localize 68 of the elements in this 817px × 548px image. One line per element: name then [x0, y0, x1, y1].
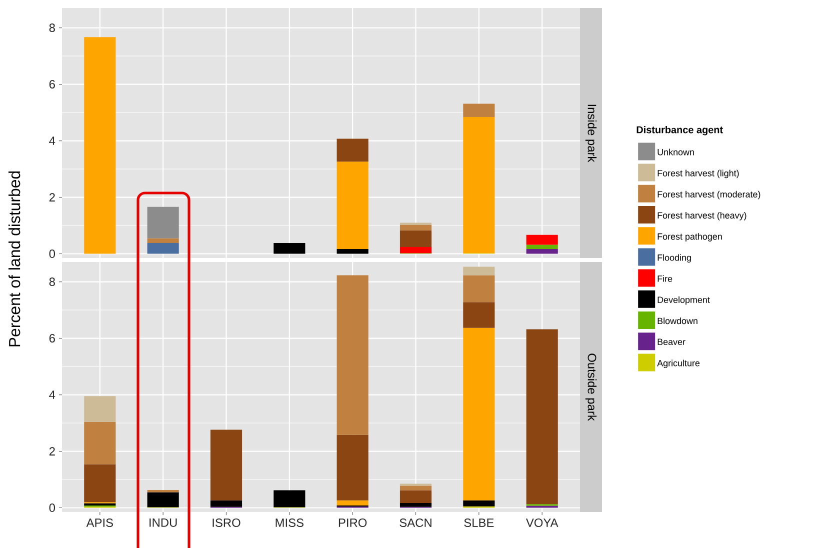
x-tick-label: SACN: [400, 518, 432, 527]
bar: [274, 243, 306, 254]
legend-label: Blowdown: [658, 317, 698, 324]
bar: [400, 486, 432, 490]
legend-label: Development: [658, 296, 710, 305]
bar: [147, 238, 179, 244]
y-tick-label: 6: [49, 334, 55, 342]
bar: [463, 117, 495, 254]
y-tick-label: 0: [49, 504, 56, 512]
bar: [336, 434, 368, 500]
bar: [463, 104, 495, 118]
bar: [400, 502, 432, 507]
bar: [274, 490, 306, 508]
bar: [526, 329, 558, 504]
bar: [526, 234, 558, 245]
bar: [210, 500, 242, 507]
text: Inside park: [585, 104, 597, 162]
bar: [336, 500, 368, 506]
bar: [400, 224, 432, 230]
bar: [400, 230, 432, 247]
bar: [336, 248, 368, 254]
y-tick-label: 4: [49, 390, 56, 399]
y-tick-label: 2: [49, 193, 55, 202]
legend-label: Beaver: [658, 338, 686, 346]
legend-title: Disturbance agent: [636, 126, 723, 136]
y-tick-label: 0: [49, 250, 56, 258]
bar: [147, 492, 179, 508]
x-tick-label: INDU: [150, 518, 177, 527]
legend-label: Flooding: [658, 254, 691, 263]
y-tick-label: 2: [49, 447, 55, 456]
legend-label: Forest harvest (moderate): [658, 190, 760, 200]
x-tick-label: MISS: [276, 518, 304, 527]
bar: [526, 248, 558, 254]
bar: [210, 430, 242, 500]
y-tick-label: 4: [49, 136, 56, 145]
legend-label: Unknown: [658, 148, 694, 156]
x-tick-label: SLBE: [464, 518, 494, 527]
bar: [400, 246, 432, 254]
bar: [463, 328, 495, 500]
legend-label: Forest harvest (heavy): [658, 212, 746, 220]
bar: [84, 464, 116, 502]
legend-label: Forest pathogen: [658, 233, 722, 242]
bar: [463, 266, 495, 276]
bar: [84, 396, 116, 422]
bar: [336, 275, 368, 435]
y-tick-label: 8: [49, 278, 55, 286]
bar: [526, 244, 558, 249]
x-tick-label: ISRO: [212, 518, 240, 527]
bar: [336, 138, 368, 162]
y-tick-label: 6: [49, 80, 55, 88]
bar: [147, 243, 179, 254]
legend-label: Agriculture: [657, 360, 700, 368]
bar: [463, 500, 495, 506]
bar: [463, 275, 495, 302]
y-axis-title: Percent of land disturbed: [8, 171, 20, 346]
y-tick-label: 8: [49, 24, 55, 32]
bar: [400, 490, 432, 503]
bar: [147, 206, 179, 238]
x-tick-label: APIS: [86, 518, 113, 527]
bar: [84, 422, 116, 464]
legend-label: Forest harvest (light): [658, 170, 739, 178]
bar: [463, 302, 495, 328]
legend-label: Fire: [658, 275, 672, 282]
bar: [84, 37, 116, 254]
x-tick-label: PIRO: [338, 518, 367, 527]
x-tick-label: VOYA: [526, 518, 558, 527]
text: Outside park: [585, 354, 597, 421]
bar: [336, 162, 368, 249]
